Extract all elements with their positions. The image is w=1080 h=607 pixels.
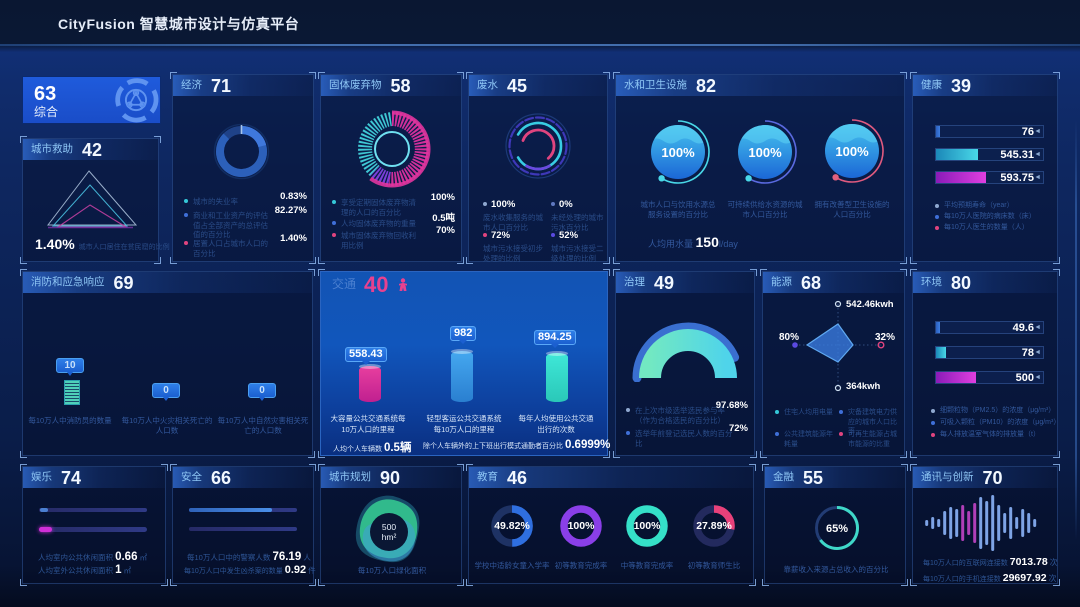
svg-text:100%: 100% bbox=[748, 145, 782, 160]
svg-text:65%: 65% bbox=[826, 523, 848, 535]
svg-text:hm²: hm² bbox=[382, 532, 397, 542]
svg-text:500: 500 bbox=[382, 522, 396, 532]
svg-text:100%: 100% bbox=[835, 144, 869, 159]
svg-text:100%: 100% bbox=[661, 145, 695, 160]
